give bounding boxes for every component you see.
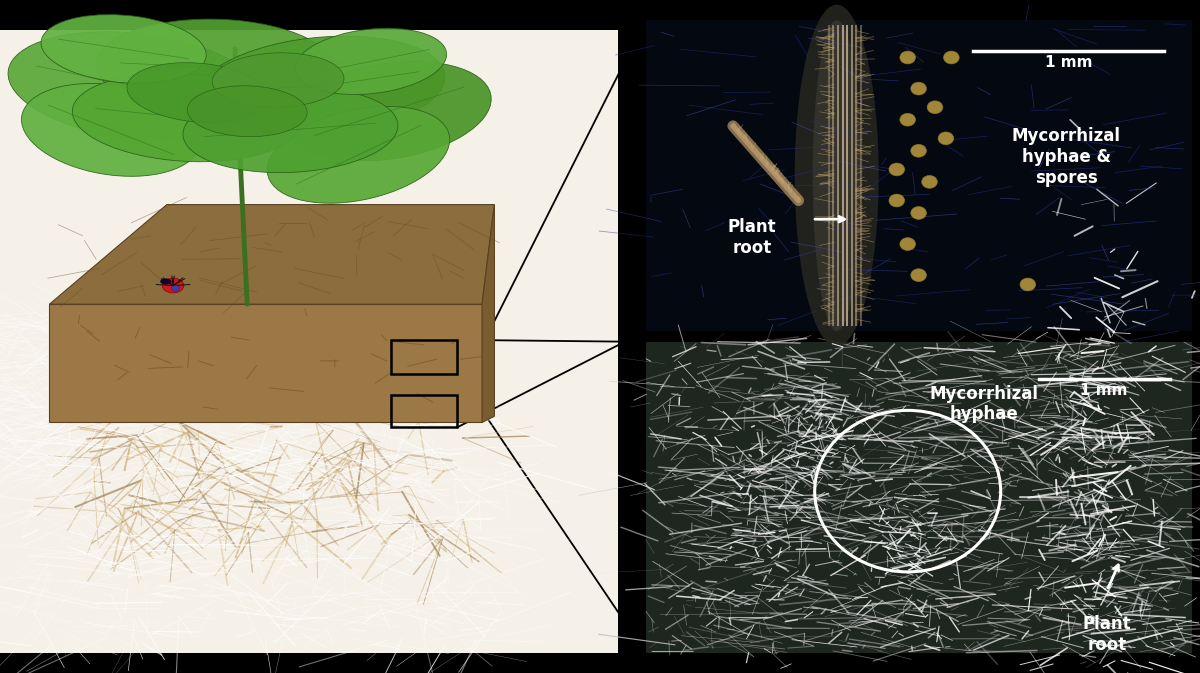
Polygon shape: [49, 205, 494, 304]
Ellipse shape: [162, 278, 184, 293]
Ellipse shape: [794, 5, 878, 347]
Ellipse shape: [295, 28, 446, 94]
Ellipse shape: [127, 63, 269, 122]
Ellipse shape: [41, 15, 206, 83]
Ellipse shape: [1020, 278, 1036, 291]
Bar: [646, 20, 1192, 331]
Text: Plant
root: Plant root: [727, 219, 776, 257]
Ellipse shape: [938, 132, 954, 145]
Ellipse shape: [911, 82, 926, 95]
Bar: [391, 340, 457, 374]
Ellipse shape: [182, 87, 398, 173]
Ellipse shape: [268, 106, 450, 203]
Ellipse shape: [900, 113, 916, 126]
Ellipse shape: [8, 32, 264, 141]
Text: Plant
root: Plant root: [1082, 616, 1132, 654]
Ellipse shape: [212, 52, 344, 108]
Ellipse shape: [812, 20, 860, 331]
Ellipse shape: [187, 85, 307, 137]
Ellipse shape: [900, 238, 916, 250]
Ellipse shape: [288, 62, 491, 161]
Ellipse shape: [22, 83, 200, 176]
Ellipse shape: [911, 145, 926, 157]
Text: 1 mm: 1 mm: [1045, 55, 1092, 70]
Ellipse shape: [943, 51, 959, 64]
Ellipse shape: [928, 101, 943, 114]
Polygon shape: [49, 304, 482, 423]
Ellipse shape: [911, 207, 926, 219]
Bar: [391, 395, 457, 427]
Ellipse shape: [172, 285, 180, 291]
Ellipse shape: [161, 279, 172, 284]
Ellipse shape: [889, 194, 905, 207]
Polygon shape: [482, 205, 494, 423]
Bar: [646, 342, 1192, 653]
Text: 1 mm: 1 mm: [1080, 383, 1128, 398]
Bar: [0, 30, 618, 653]
Ellipse shape: [198, 36, 445, 137]
Ellipse shape: [922, 176, 937, 188]
Ellipse shape: [72, 73, 299, 162]
Ellipse shape: [900, 51, 916, 64]
Text: Mycorrhizal
hyphae: Mycorrhizal hyphae: [930, 385, 1039, 423]
Text: Mycorrhizal
hyphae &
spores: Mycorrhizal hyphae & spores: [1012, 127, 1121, 187]
Ellipse shape: [911, 269, 926, 281]
Ellipse shape: [889, 163, 905, 176]
Ellipse shape: [96, 19, 336, 116]
